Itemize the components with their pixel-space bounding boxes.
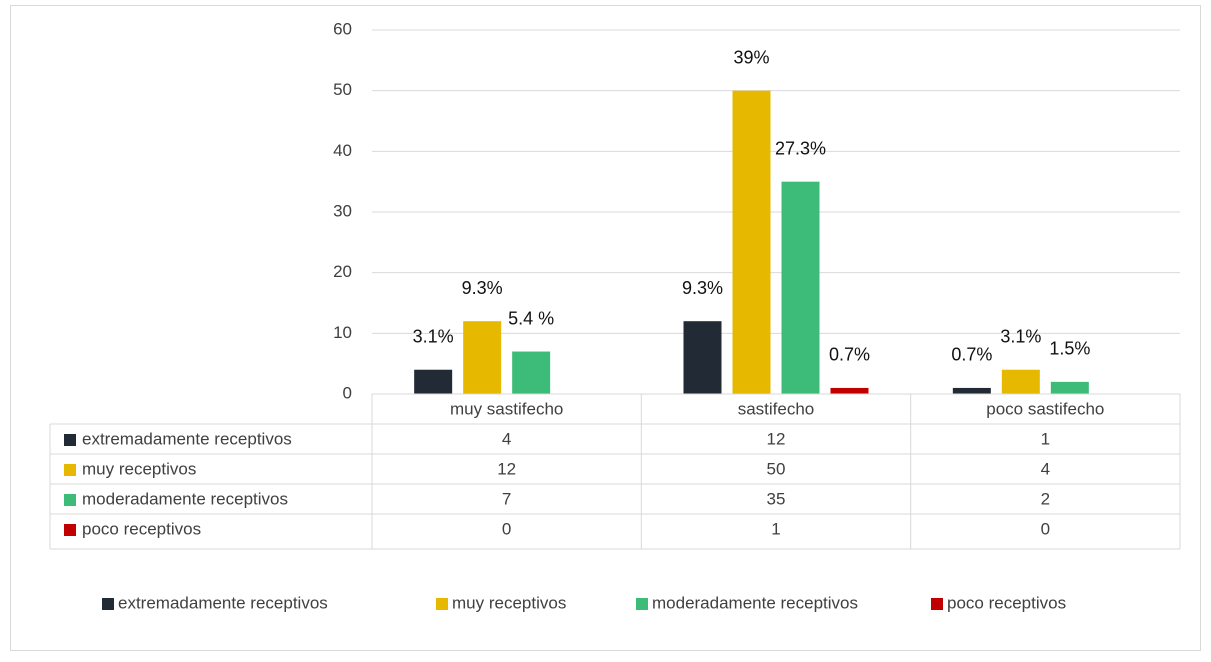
bar — [1050, 381, 1089, 394]
data-label: 27.3% — [775, 138, 826, 158]
x-tick-label: poco sastifecho — [986, 399, 1104, 418]
table-cell: 0 — [1041, 519, 1050, 538]
bar — [512, 351, 551, 394]
bar — [683, 321, 722, 394]
table-cell: 12 — [767, 429, 786, 448]
data-label: 5.4 % — [508, 308, 554, 328]
table-cell: 2 — [1041, 489, 1050, 508]
data-label: 0.7% — [951, 345, 992, 365]
legend-key — [64, 464, 76, 476]
table-cell: 12 — [497, 459, 516, 478]
x-tick-label: sastifecho — [738, 399, 815, 418]
chart-border — [10, 5, 1201, 651]
data-label: 9.3% — [682, 278, 723, 298]
legend-key — [436, 598, 448, 610]
y-tick-label: 60 — [333, 19, 352, 38]
y-tick-label: 0 — [343, 383, 352, 402]
table-cell: 4 — [502, 429, 511, 448]
y-tick-label: 40 — [333, 141, 352, 160]
data-label: 39% — [733, 47, 769, 67]
table-row-label: muy receptivos — [82, 459, 196, 478]
legend-label: moderadamente receptivos — [652, 593, 858, 612]
y-tick-label: 10 — [333, 323, 352, 342]
table-cell: 4 — [1041, 459, 1050, 478]
legend-key — [931, 598, 943, 610]
legend-key — [102, 598, 114, 610]
y-tick-label: 20 — [333, 262, 352, 281]
bar — [952, 387, 991, 394]
legend-label: muy receptivos — [452, 593, 566, 612]
bar — [732, 90, 771, 395]
bar — [463, 321, 502, 394]
table-cell: 1 — [1041, 429, 1050, 448]
data-label: 0.7% — [829, 345, 870, 365]
data-label: 1.5% — [1049, 339, 1090, 359]
table-row-label: extremadamente receptivos — [82, 429, 292, 448]
y-tick-label: 50 — [333, 80, 352, 99]
data-label: 3.1% — [1000, 326, 1041, 346]
table-row-label: moderadamente receptivos — [82, 489, 288, 508]
legend-key — [636, 598, 648, 610]
bar — [1001, 369, 1040, 394]
x-tick-label: muy sastifecho — [450, 399, 563, 418]
table-cell: 35 — [767, 489, 786, 508]
table-cell: 1 — [771, 519, 780, 538]
y-tick-label: 30 — [333, 201, 352, 220]
legend-label: extremadamente receptivos — [118, 593, 328, 612]
table-cell: 0 — [502, 519, 511, 538]
table-cell: 7 — [502, 489, 511, 508]
legend-label: poco receptivos — [947, 593, 1066, 612]
data-label: 9.3% — [462, 278, 503, 298]
bar — [830, 387, 869, 394]
table-row-label: poco receptivos — [82, 519, 201, 538]
table-cell: 50 — [767, 459, 786, 478]
data-label: 3.1% — [413, 326, 454, 346]
legend-key — [64, 494, 76, 506]
bar — [414, 369, 453, 394]
bar — [781, 181, 820, 394]
legend-key — [64, 524, 76, 536]
legend-key — [64, 434, 76, 446]
